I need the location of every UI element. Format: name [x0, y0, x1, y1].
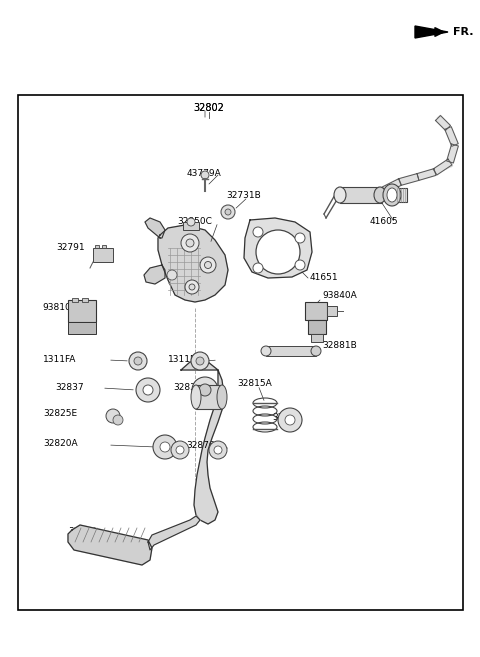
Circle shape — [204, 261, 212, 269]
Circle shape — [176, 446, 184, 454]
Text: 32802: 32802 — [193, 103, 225, 113]
Bar — [308, 320, 326, 334]
Bar — [82, 298, 88, 302]
Bar — [196, 385, 222, 409]
Text: 32837: 32837 — [173, 384, 202, 392]
Polygon shape — [144, 265, 165, 284]
Polygon shape — [433, 159, 452, 175]
Circle shape — [143, 385, 153, 395]
Bar — [327, 306, 337, 316]
Bar — [18, 95, 463, 610]
Circle shape — [192, 377, 218, 403]
Circle shape — [189, 284, 195, 290]
Text: 32837: 32837 — [272, 413, 300, 422]
Polygon shape — [435, 116, 450, 131]
Bar — [68, 300, 96, 322]
Bar — [68, 322, 96, 334]
Bar — [93, 248, 113, 262]
Circle shape — [200, 257, 216, 273]
Polygon shape — [145, 218, 165, 238]
Circle shape — [199, 384, 211, 396]
Text: 41651: 41651 — [310, 273, 338, 283]
Ellipse shape — [387, 188, 397, 202]
Circle shape — [136, 378, 160, 402]
Circle shape — [209, 441, 227, 459]
Circle shape — [201, 171, 209, 179]
Ellipse shape — [217, 385, 227, 409]
Circle shape — [181, 234, 199, 252]
Circle shape — [129, 352, 147, 370]
Ellipse shape — [383, 184, 401, 206]
Polygon shape — [415, 26, 448, 38]
Text: 32802: 32802 — [193, 103, 225, 113]
FancyArrowPatch shape — [418, 28, 443, 36]
Circle shape — [113, 415, 123, 425]
Polygon shape — [244, 218, 312, 278]
Circle shape — [253, 263, 263, 273]
Polygon shape — [445, 127, 458, 147]
Text: 1311FA: 1311FA — [168, 355, 202, 365]
Bar — [395, 188, 407, 202]
Polygon shape — [399, 173, 419, 185]
Bar — [102, 245, 106, 248]
Polygon shape — [148, 516, 200, 550]
Text: 32815A: 32815A — [237, 378, 272, 388]
Text: 43779A: 43779A — [187, 168, 222, 177]
Circle shape — [285, 415, 295, 425]
Polygon shape — [383, 179, 402, 193]
Circle shape — [214, 446, 222, 454]
Bar — [305, 302, 327, 320]
Polygon shape — [417, 169, 436, 181]
Polygon shape — [181, 362, 224, 524]
Text: 1311FA: 1311FA — [43, 355, 76, 365]
Circle shape — [160, 442, 170, 452]
Text: 32791: 32791 — [56, 242, 84, 252]
Text: FR.: FR. — [453, 27, 473, 37]
Circle shape — [225, 209, 231, 215]
Circle shape — [278, 408, 302, 432]
Ellipse shape — [374, 187, 386, 203]
Text: 32825E: 32825E — [43, 409, 77, 419]
Ellipse shape — [191, 385, 201, 409]
Text: 93840A: 93840A — [322, 292, 357, 300]
Text: 32837: 32837 — [55, 384, 84, 392]
Circle shape — [295, 260, 305, 270]
Text: 32820A: 32820A — [43, 438, 78, 447]
Bar — [311, 334, 323, 342]
Circle shape — [221, 205, 235, 219]
Circle shape — [256, 230, 300, 274]
Circle shape — [253, 227, 263, 237]
Polygon shape — [68, 525, 152, 565]
Circle shape — [171, 441, 189, 459]
Bar — [95, 245, 99, 248]
Circle shape — [295, 233, 305, 243]
Circle shape — [167, 270, 177, 280]
Text: 32731B: 32731B — [226, 191, 261, 200]
Text: 32825: 32825 — [68, 526, 96, 535]
Polygon shape — [158, 225, 228, 302]
Circle shape — [153, 435, 177, 459]
Polygon shape — [447, 144, 458, 163]
Text: 41605: 41605 — [370, 217, 398, 227]
Bar — [340, 187, 382, 203]
Text: 32876A: 32876A — [186, 440, 221, 449]
Ellipse shape — [311, 346, 321, 356]
Bar — [266, 346, 316, 356]
Ellipse shape — [261, 346, 271, 356]
Circle shape — [191, 352, 209, 370]
Circle shape — [196, 357, 204, 365]
Bar — [72, 298, 78, 302]
Text: 32850C: 32850C — [177, 217, 212, 225]
Bar — [183, 222, 199, 230]
Circle shape — [134, 357, 142, 365]
Ellipse shape — [334, 187, 346, 203]
Text: 93810B: 93810B — [42, 304, 77, 313]
Circle shape — [106, 409, 120, 423]
Circle shape — [185, 280, 199, 294]
Circle shape — [186, 239, 194, 247]
Text: 32881B: 32881B — [322, 340, 357, 350]
Circle shape — [187, 218, 195, 226]
